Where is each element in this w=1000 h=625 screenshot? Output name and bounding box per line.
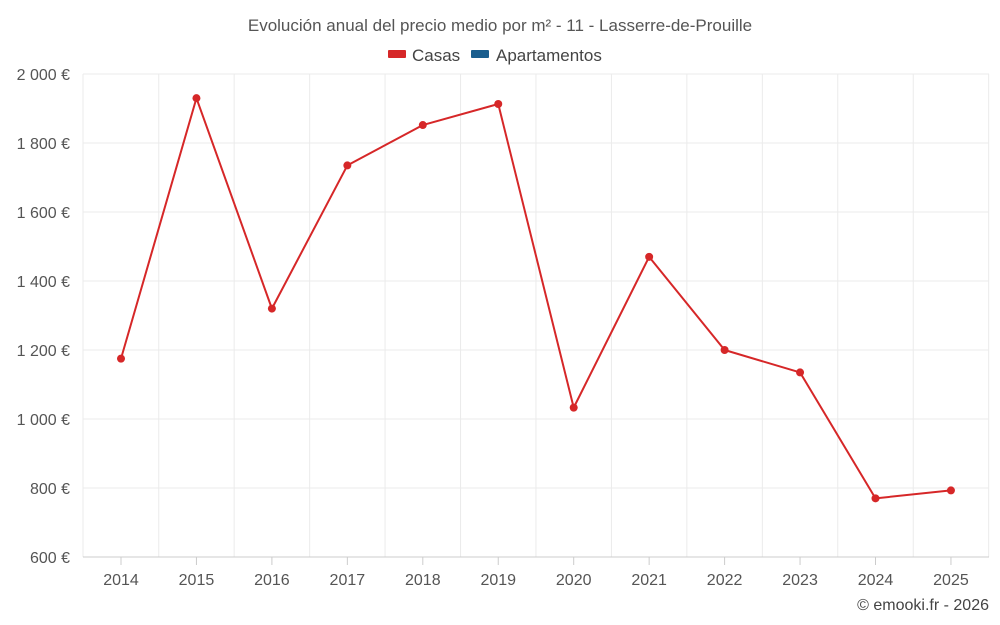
grid <box>82 73 990 558</box>
legend-item-apartamentos[interactable]: Apartamentos <box>471 46 602 65</box>
x-tick-label: 2020 <box>556 572 592 589</box>
y-tick-label: 600 € <box>30 550 70 567</box>
data-point-casas-2015[interactable] <box>192 94 201 103</box>
data-point-casas-2016[interactable] <box>267 304 276 313</box>
x-tick-label: 2016 <box>254 572 290 589</box>
data-point-casas-2014[interactable] <box>117 354 125 363</box>
x-tick-label: 2021 <box>631 572 667 589</box>
x-tick-label: 2022 <box>707 572 743 589</box>
x-tick-label: 2015 <box>179 572 215 589</box>
data-point-casas-2017[interactable] <box>343 161 352 170</box>
x-tick-label: 2023 <box>782 572 818 589</box>
x-tick-label: 2017 <box>330 572 366 589</box>
y-tick-label: 800 € <box>30 481 70 498</box>
legend-swatch-casas <box>388 50 406 58</box>
data-point-casas-2019[interactable] <box>494 100 503 109</box>
series-line-casas <box>120 97 952 500</box>
legend-label-apartamentos: Apartamentos <box>496 46 602 65</box>
data-point-casas-2024[interactable] <box>871 494 880 503</box>
y-tick-label: 1 600 € <box>17 205 70 222</box>
y-axis-ticks: 600 € 800 € 1 000 € 1 200 € 1 400 € 1 600 € 1 … <box>17 67 70 567</box>
data-point-casas-2021[interactable] <box>645 252 654 261</box>
legend-label-casas: Casas <box>412 46 460 65</box>
y-tick-label: 1 400 € <box>17 274 70 291</box>
x-tick-label: 2024 <box>858 572 894 589</box>
chart-title: Evolución anual del precio medio por m² … <box>248 16 752 35</box>
x-axis-ticks: 2014 2015 2016 2017 2018 2019 2020 2021 2022 2023… <box>103 557 969 589</box>
x-tick-label: 2025 <box>933 572 969 589</box>
x-tick-label: 2019 <box>480 572 516 589</box>
credit-text: © emooki.fr - 2026 <box>857 597 989 614</box>
data-point-casas-2022[interactable] <box>720 346 729 354</box>
y-tick-label: 1 000 € <box>17 412 70 429</box>
data-point-casas-2023[interactable] <box>796 368 805 377</box>
y-tick-label: 1 200 € <box>17 343 70 360</box>
x-tick-label: 2018 <box>405 572 441 589</box>
legend-item-casas[interactable]: Casas <box>388 46 460 65</box>
data-point-casas-2020[interactable] <box>569 403 578 412</box>
legend-swatch-apartamentos <box>471 50 489 58</box>
series-casas <box>117 94 955 503</box>
data-point-casas-2025[interactable] <box>946 486 955 495</box>
legend: Casas Apartamentos <box>388 46 602 65</box>
y-tick-label: 2 000 € <box>17 67 70 84</box>
y-tick-label: 1 800 € <box>17 136 70 153</box>
x-tick-label: 2014 <box>103 572 139 589</box>
data-point-casas-2018[interactable] <box>418 121 427 130</box>
